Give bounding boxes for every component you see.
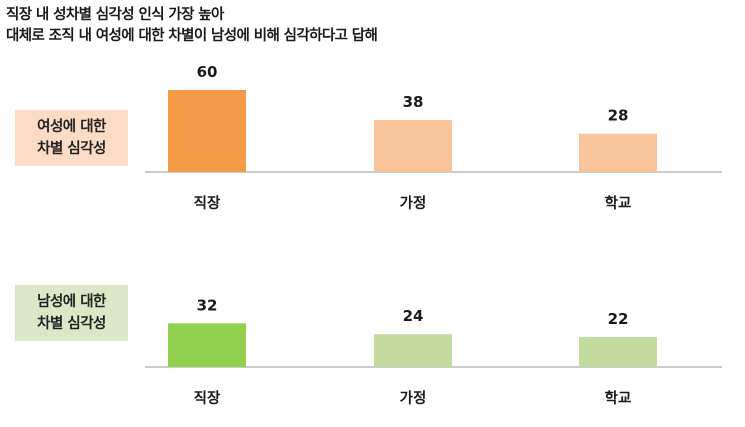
data-label: 38	[403, 93, 424, 111]
panel-label-female-text: 여성에 대한 차별 심각성	[37, 119, 106, 157]
category-label: 학교	[605, 195, 632, 212]
chart-subtitle: 대체로 조직 내 여성에 대한 차별이 남성에 비해 심각하다고 답해	[6, 28, 378, 44]
bar-female-2	[579, 133, 657, 172]
category-label: 직장	[194, 389, 221, 407]
category-label: 가정	[400, 389, 427, 407]
bar-male-2	[579, 336, 657, 367]
bar-male-1	[374, 334, 452, 367]
data-label: 28	[608, 107, 629, 125]
panel-label-female: 여성에 대한 차별 심각성	[15, 110, 128, 166]
chart-title: 직장 내 성차별 심각성 인식 가장 높아	[6, 7, 224, 23]
category-label: 학교	[605, 390, 632, 407]
bar-chart-male: 32 직장 24 가정 22 학교	[145, 296, 722, 407]
category-label: 직장	[194, 194, 221, 212]
data-label: 32	[197, 296, 218, 314]
panel-label-male: 남성에 대한 차별 심각성	[15, 285, 128, 341]
panel-label-male-text: 남성에 대한 차별 심각성	[37, 294, 106, 332]
data-label: 60	[197, 63, 218, 81]
bar-chart-female: 60 직장 38 가정 28 학교	[145, 63, 722, 212]
bar-female-1	[374, 120, 452, 172]
data-label: 22	[608, 310, 629, 328]
bar-female-0	[168, 90, 246, 172]
data-label: 24	[403, 307, 424, 325]
category-label: 가정	[400, 194, 427, 212]
bar-male-0	[168, 323, 246, 367]
